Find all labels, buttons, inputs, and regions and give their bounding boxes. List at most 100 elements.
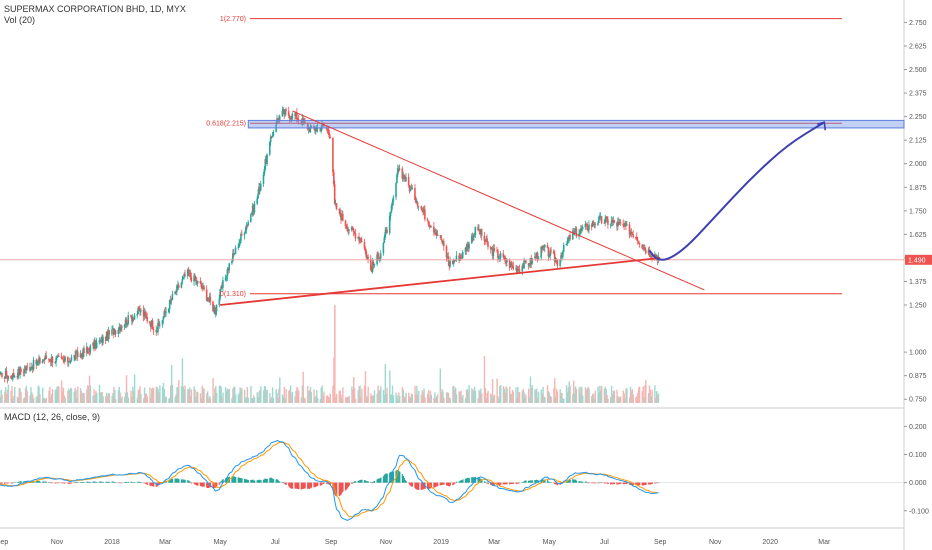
volume-bar <box>559 389 561 403</box>
macd-histogram-bar <box>353 481 355 483</box>
candle-body <box>540 246 542 258</box>
macd-histogram-bar <box>647 482 650 485</box>
macd-histogram-bar <box>151 482 154 487</box>
macd-histogram-bar <box>641 482 643 486</box>
volume-bar <box>226 388 229 403</box>
volume-bar <box>263 385 266 403</box>
candle-body <box>182 276 185 280</box>
macd-histogram-bar <box>139 481 141 483</box>
candle-body <box>114 330 117 335</box>
candle-body <box>284 109 286 115</box>
volume-bar <box>402 389 405 403</box>
candle-body <box>246 225 249 227</box>
volume-bar <box>253 397 256 403</box>
volume-bar <box>452 386 454 403</box>
volume-bar <box>89 385 92 403</box>
candle-body <box>560 255 562 260</box>
macd-histogram-bar <box>43 481 46 483</box>
volume-bar <box>518 392 520 403</box>
candle-body <box>617 221 619 227</box>
volume-bar <box>93 389 95 403</box>
volume-bar <box>416 385 418 403</box>
volume-label: Vol (20) <box>4 15 36 25</box>
time-tick-label: Nov <box>709 539 722 546</box>
candle-body <box>61 357 64 360</box>
volume-bar <box>117 390 120 403</box>
volume-bar <box>401 387 404 403</box>
candle-body <box>253 203 256 213</box>
candle-body <box>537 257 540 259</box>
volume-bar <box>269 393 271 403</box>
macd-histogram-bar <box>325 482 328 484</box>
volume-bar <box>555 388 558 403</box>
volume-bar <box>584 387 587 403</box>
macd-histogram-bar <box>454 482 457 484</box>
volume-bar <box>578 387 580 403</box>
volume-bar <box>632 394 634 403</box>
volume-bar <box>556 391 559 403</box>
macd-histogram-bar <box>547 481 550 483</box>
volume-bar <box>189 396 192 403</box>
macd-histogram-bar <box>409 482 412 486</box>
macd-histogram-bar <box>171 478 174 483</box>
candle-body <box>383 237 386 243</box>
macd-histogram-bar <box>55 482 57 484</box>
candle-body <box>175 291 177 293</box>
candle-body <box>543 246 545 248</box>
volume-bar <box>12 398 14 403</box>
volume-bar <box>607 398 609 403</box>
macd-histogram-bar <box>339 482 341 496</box>
volume-bar <box>506 388 508 403</box>
macd-histogram-bar <box>587 482 589 484</box>
volume-bar <box>125 375 128 403</box>
macd-histogram-bar <box>631 482 634 485</box>
macd-histogram-bar <box>243 478 246 483</box>
macd-histogram-bar <box>114 482 116 483</box>
candle-body <box>95 342 98 349</box>
volume-bar <box>201 385 203 403</box>
candle-body <box>221 286 223 288</box>
macd-histogram-bar <box>371 482 374 483</box>
macd-histogram-bar <box>101 482 103 483</box>
volume-bar <box>447 392 450 403</box>
candle-body <box>69 360 72 363</box>
macd-histogram-bar <box>509 482 512 484</box>
volume-bar <box>335 396 337 403</box>
volume-bar <box>98 385 101 403</box>
macd-histogram-bar <box>149 482 151 486</box>
candle-body <box>571 231 574 240</box>
volume-bar <box>62 387 65 403</box>
volume-bar <box>599 385 601 403</box>
macd-histogram-bar <box>87 481 90 483</box>
macd-histogram-bar <box>534 480 536 483</box>
macd-histogram-bar <box>100 481 102 483</box>
candle-body <box>285 109 287 112</box>
price-tick-label: 1.625 <box>909 232 927 239</box>
candle-body <box>4 371 7 379</box>
candle-body <box>270 136 273 138</box>
volume-bar <box>180 386 183 403</box>
macd-histogram-bar <box>169 479 171 483</box>
candle-body <box>213 307 215 312</box>
macd-histogram-bar <box>247 480 249 483</box>
volume-bar <box>471 388 473 403</box>
candle-body <box>506 259 508 263</box>
candle-body <box>206 299 209 301</box>
candle-body <box>448 261 451 267</box>
candle-body <box>184 274 186 277</box>
volume-bar <box>6 389 9 403</box>
candle-body <box>385 229 387 232</box>
candle-body <box>647 249 650 254</box>
price-tick-label: 1.375 <box>909 279 927 286</box>
volume-bar <box>7 384 10 403</box>
macd-line <box>0 440 659 521</box>
macd-histogram-bar <box>83 482 85 483</box>
candle-body <box>541 246 543 249</box>
price-tick-label: 1.000 <box>909 350 927 357</box>
volume-bar <box>94 395 96 403</box>
volume-bar <box>277 397 279 403</box>
volume-bar <box>319 398 322 403</box>
candle-body <box>565 243 568 245</box>
macd-histogram-bar <box>278 481 280 483</box>
